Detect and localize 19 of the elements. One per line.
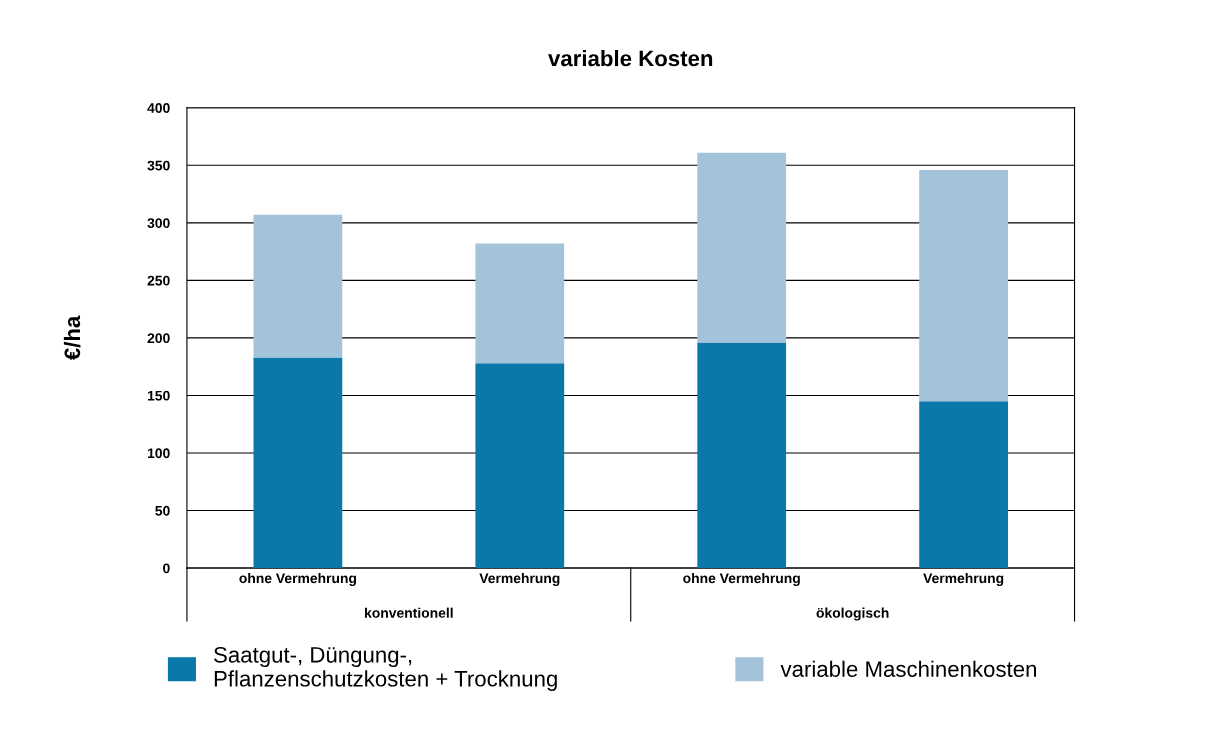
legend-label: variable Maschinenkosten [780, 660, 1036, 677]
y-tick-label: 300 [147, 218, 170, 229]
y-tick-label: 200 [147, 333, 170, 344]
y-tick-label: 250 [147, 275, 170, 286]
text: ökologisch [816, 607, 889, 621]
y-tick-label: 400 [147, 103, 170, 113]
text: konventionell [365, 607, 453, 618]
x-tick-label: Vermehrung [923, 572, 1004, 586]
chart-title: variable Kosten [548, 49, 713, 67]
x-tick-label: Vermehrung [479, 572, 560, 586]
y-tick-label: 50 [155, 505, 170, 516]
legend-label: Saatgut-, Düngung-, Pflanzenschutzkosten + Trocknung [214, 646, 557, 692]
y-tick-label: 0 [163, 563, 170, 574]
y-tick-label: 350 [147, 160, 170, 171]
y-tick-label: 150 [147, 390, 170, 401]
x-tick-label: ohne Vermehrung [239, 572, 356, 586]
x-tick-label: ohne Vermehrung [683, 572, 800, 586]
y-axis-title: €/ha [63, 315, 81, 361]
y-tick-label: 100 [147, 448, 170, 459]
